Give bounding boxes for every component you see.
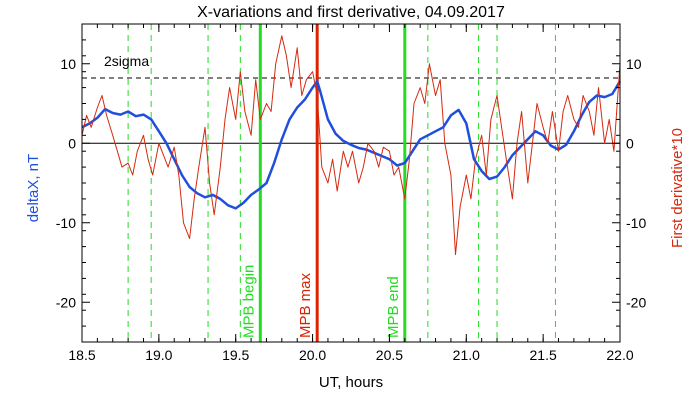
- y-tick-label-left-0: 10: [60, 56, 76, 72]
- y-tick-label-left-3: -20: [56, 294, 76, 310]
- x-tick-label-1: 19.0: [145, 347, 172, 363]
- chart-title: X-variations and first derivative, 04.09…: [197, 4, 505, 21]
- y-tick-label-right-3: -20: [626, 294, 646, 310]
- series-line-derivative: [81, 35, 621, 256]
- marker-label-mpb-begin: MPB begin: [240, 265, 257, 338]
- x-axis-label: UT, hours: [319, 374, 383, 391]
- x-tick-label-4: 20.5: [376, 347, 403, 363]
- series-line-deltax: [81, 79, 622, 210]
- x-tick-label-7: 22.0: [606, 347, 633, 363]
- x-tick-label-5: 21.0: [453, 347, 480, 363]
- x-axis: 18.5 19.0 19.5 20.0 20.5 21.0 21.5 22.0: [68, 24, 634, 363]
- y-tick-label-right-1: 0: [626, 135, 634, 151]
- sigma-label: 2sigma: [104, 53, 149, 69]
- x-tick-label-6: 21.5: [530, 347, 557, 363]
- marker-label-mpb-max: MPB max: [297, 272, 314, 338]
- x-tick-label-2: 19.5: [222, 347, 249, 363]
- y-axis-label-right: First derivative*10: [669, 128, 686, 248]
- y-axis-left: 10 0 -10 -20: [56, 23, 90, 343]
- x-tick-label-3: 20.0: [299, 347, 326, 363]
- y-axis-label-left: deltaX, nT: [25, 154, 42, 222]
- y-tick-label-left-2: -10: [56, 215, 76, 231]
- marker-label-mpb-end: MPB end: [385, 276, 402, 338]
- y-axis-right: 10 0 -10 -20: [612, 23, 646, 343]
- x-tick-label-0: 18.5: [68, 347, 95, 363]
- y-tick-label-right-2: -10: [626, 215, 646, 231]
- y-tick-label-left-1: 0: [68, 135, 76, 151]
- y-tick-label-right-0: 10: [626, 56, 642, 72]
- plot-content: MPB begin MPB max MPB end: [81, 24, 622, 342]
